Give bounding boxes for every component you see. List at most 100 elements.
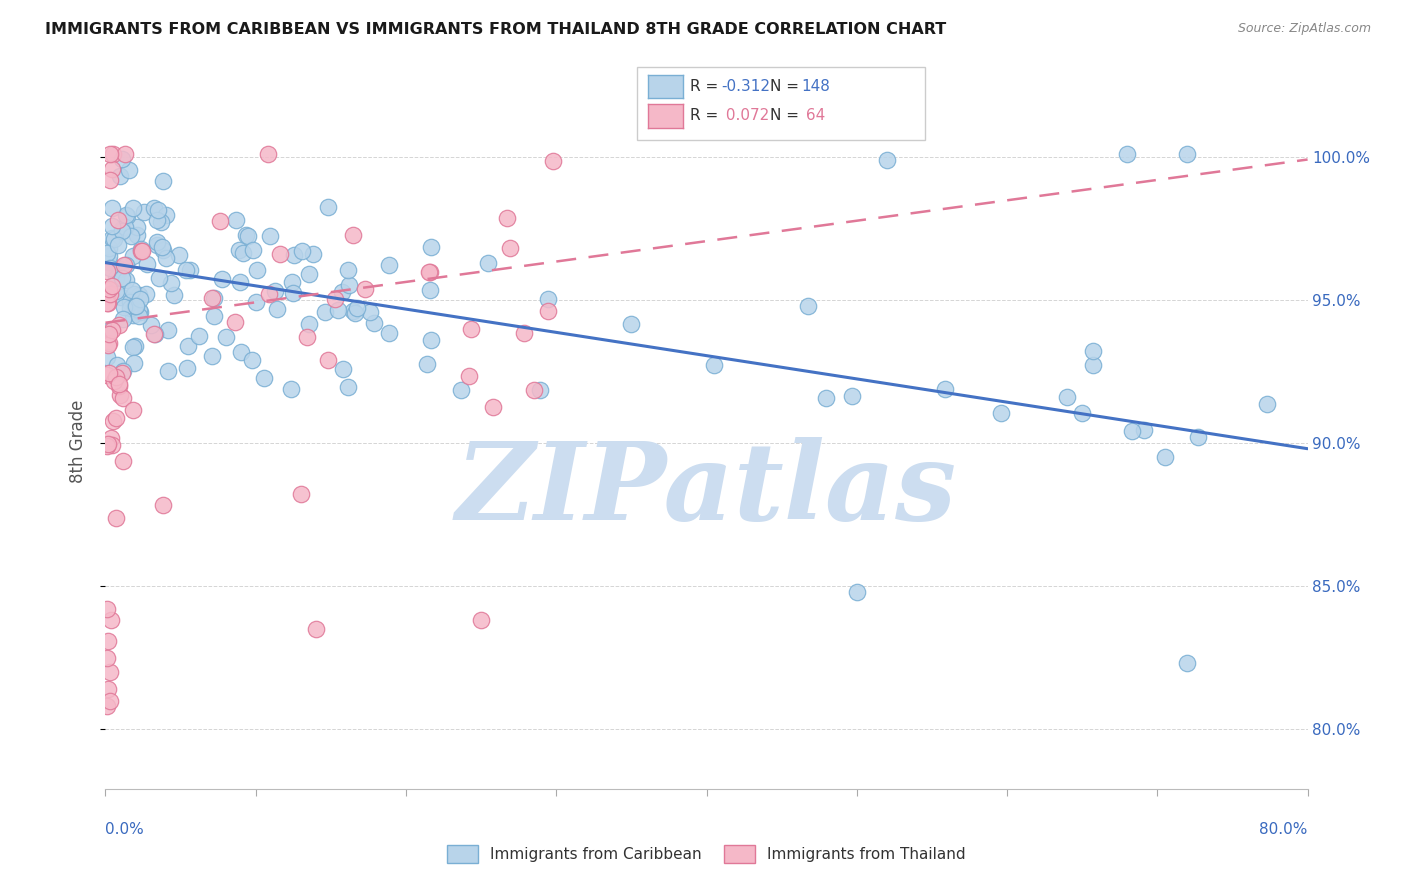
Point [111, 454, 134, 468]
Point [346, 301, 368, 315]
Point [115, 258, 138, 272]
Point [105, 369, 128, 384]
Point [541, 154, 564, 169]
Point [107, 377, 129, 392]
Point [96, 602, 118, 616]
Point [104, 271, 127, 285]
Point [114, 146, 136, 161]
Point [111, 224, 134, 238]
Point [343, 305, 366, 319]
Point [297, 317, 319, 331]
Point [111, 311, 134, 326]
Point [419, 283, 441, 297]
Point [122, 201, 145, 215]
Point [146, 213, 169, 227]
Point [224, 315, 246, 329]
Point [111, 271, 134, 285]
Text: R =: R = [690, 109, 724, 123]
Point [420, 333, 443, 347]
Point [128, 302, 150, 317]
Text: 64: 64 [801, 109, 825, 123]
Point [98, 146, 121, 161]
Point [256, 146, 278, 161]
Point [336, 262, 359, 277]
Point [934, 383, 956, 397]
Point [337, 277, 360, 292]
Point [108, 318, 131, 333]
Point [101, 323, 124, 337]
Point [1121, 424, 1143, 438]
Point [97, 242, 120, 256]
Point [477, 256, 499, 270]
Point [460, 322, 482, 336]
Point [209, 214, 232, 228]
Point [620, 318, 643, 332]
Point [264, 285, 287, 299]
Point [316, 353, 339, 368]
Point [513, 326, 536, 341]
Point [281, 285, 304, 300]
Point [101, 201, 124, 215]
Point [105, 284, 128, 298]
Point [112, 258, 135, 272]
Point [280, 382, 302, 396]
Point [97, 682, 120, 697]
Point [814, 391, 837, 405]
Point [336, 380, 359, 394]
Point [326, 303, 349, 318]
Point [225, 213, 247, 227]
Point [841, 389, 863, 403]
Point [245, 295, 267, 310]
Point [96, 289, 118, 303]
Point [229, 345, 252, 359]
Point [101, 231, 124, 245]
Point [529, 384, 551, 398]
Text: 80.0%: 80.0% [1260, 822, 1308, 837]
Point [96, 439, 118, 453]
Point [107, 213, 129, 227]
Point [121, 249, 143, 263]
Text: 0.072: 0.072 [721, 109, 769, 123]
Point [101, 146, 124, 161]
Point [152, 244, 174, 258]
Point [418, 265, 440, 279]
Point [280, 275, 302, 289]
Point [1175, 146, 1198, 161]
Point [179, 262, 201, 277]
Point [129, 244, 152, 259]
Point [295, 330, 318, 344]
Point [305, 622, 328, 636]
Text: ZIPatlas: ZIPatlas [456, 437, 957, 543]
Point [536, 292, 558, 306]
Point [360, 305, 382, 319]
Point [98, 260, 121, 275]
Point [363, 316, 385, 330]
Point [155, 251, 177, 265]
Point [100, 431, 122, 445]
Point [139, 318, 162, 332]
Point [128, 310, 150, 324]
Point [202, 291, 225, 305]
Point [112, 364, 135, 378]
Point [157, 323, 180, 337]
Point [96, 264, 118, 278]
Text: IMMIGRANTS FROM CARIBBEAN VS IMMIGRANTS FROM THAILAND 8TH GRADE CORRELATION CHAR: IMMIGRANTS FROM CARIBBEAN VS IMMIGRANTS … [45, 22, 946, 37]
Point [125, 220, 148, 235]
Point [253, 371, 276, 385]
Point [121, 340, 143, 354]
Point [101, 414, 124, 428]
Point [108, 388, 131, 402]
Point [215, 330, 238, 344]
Point [108, 261, 131, 276]
Point [96, 437, 118, 451]
Point [145, 238, 167, 252]
Point [98, 255, 121, 269]
Point [240, 352, 263, 367]
Point [1083, 344, 1105, 359]
Point [167, 248, 190, 262]
Point [235, 227, 257, 242]
Point [96, 351, 118, 365]
Point [1153, 450, 1175, 464]
Point [120, 293, 142, 307]
Point [238, 229, 260, 244]
